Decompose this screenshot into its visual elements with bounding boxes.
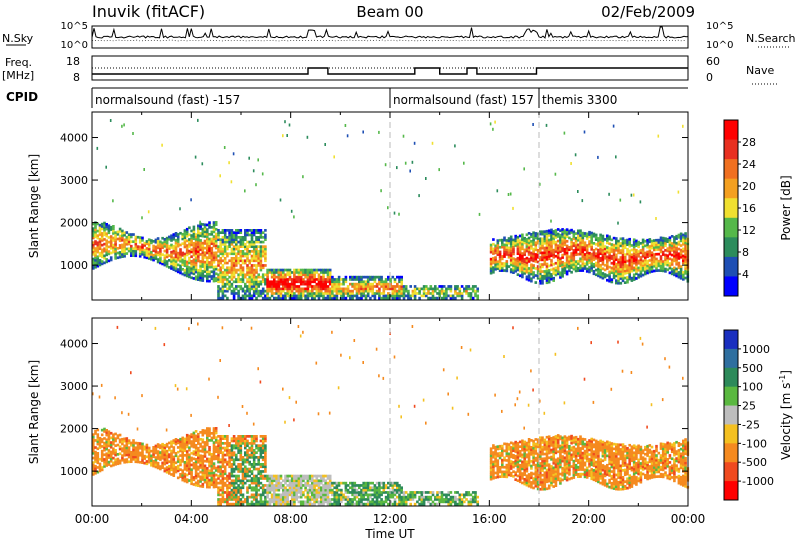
velocity-colorbar-swatch-4	[724, 405, 738, 425]
velocity-colorbar-label-main: Velocity [m s	[779, 383, 793, 460]
power-colorbar-swatch-1	[724, 139, 738, 160]
cpid-label: CPID	[6, 90, 38, 104]
noise-search-series	[92, 39, 686, 42]
power-colorbar-swatch-4	[724, 198, 738, 219]
velocity-colorbar-label-sup: -1	[778, 375, 787, 383]
velocity-cbar-label-5: -100	[742, 437, 767, 450]
xtick-label-0: 00:00	[75, 512, 110, 526]
freq-tick-bottom: 8	[73, 71, 80, 84]
power-cbar-label-0: 4	[742, 268, 749, 281]
power-colorbar-label: Power [dB]	[779, 175, 793, 240]
nsky-label: N.Sky	[2, 32, 34, 45]
noise-tick-left-top: 10^5	[61, 21, 88, 32]
power-cbar-label-4: 20	[742, 180, 756, 193]
velocity-colorbar-swatch-7	[724, 462, 738, 482]
ytick-label-power-0: 1000	[60, 259, 88, 272]
velocity-cbar-label-6: -500	[742, 456, 767, 469]
ylabel-velocity: Slant Range [km]	[27, 360, 41, 464]
velocity-colorbar-label: Velocity [m s-1]	[778, 370, 793, 460]
power-colorbar-swatch-2	[724, 159, 738, 180]
velocity-colorbar-label-end: ]	[779, 370, 793, 375]
nave-label: Nave	[746, 64, 774, 77]
noise-tick-left-bottom: 10^0	[61, 40, 88, 51]
velocity-cbar-label-0: 1000	[742, 343, 770, 356]
freq-label-bottom: [MHz]	[2, 69, 34, 82]
velocity-cbar-label-2: 100	[742, 381, 763, 394]
velocity-colorbar-swatch-2	[724, 367, 738, 388]
velocity-colorbar-swatch-1	[724, 348, 738, 369]
xtick-label-1: 04:00	[174, 512, 209, 526]
velocity-colorbar-swatch-8	[724, 481, 738, 501]
nave-tick-bottom: 0	[706, 71, 713, 84]
velocity-cbar-label-4: -25	[742, 418, 760, 431]
power-colorbar-swatch-5	[724, 217, 738, 238]
velocity-cbar-label-7: -1000	[742, 475, 774, 488]
freq-label-top: Freq.	[5, 56, 32, 69]
xtick-label-3: 12:00	[373, 512, 408, 526]
freq-series	[92, 67, 688, 75]
velocity-cbar-label-1: 500	[742, 362, 763, 375]
power-cbar-label-2: 12	[742, 224, 756, 237]
heatmap-cells-power	[92, 118, 690, 300]
ytick-label-velocity-3: 4000	[60, 338, 88, 351]
power-cbar-label-1: 8	[742, 246, 749, 259]
station-title: Inuvik (fitACF)	[92, 2, 205, 21]
ytick-label-velocity-2: 3000	[60, 380, 88, 393]
xlabel: Time UT	[364, 527, 415, 541]
cpid-segment-label-1: normalsound (fast) 157	[393, 93, 534, 107]
velocity-colorbar-swatch-5	[724, 424, 738, 444]
cpid-segment-label-2: themis 3300	[542, 93, 617, 107]
xtick-label-4: 16:00	[472, 512, 507, 526]
power-cbar-label-6: 28	[742, 136, 756, 149]
power-colorbar-swatch-8	[724, 276, 738, 297]
xtick-label-2: 08:00	[273, 512, 308, 526]
cpid-segment-label-0: normalsound (fast) -157	[95, 93, 240, 107]
xtick-label-6: 00:00	[671, 512, 706, 526]
velocity-cbar-label-3: 25	[742, 400, 756, 413]
ytick-label-power-3: 4000	[60, 132, 88, 145]
power-colorbar-swatch-6	[724, 237, 738, 258]
velocity-colorbar-swatch-6	[724, 443, 738, 463]
power-cbar-label-3: 16	[742, 202, 756, 215]
nave-tick-top: 60	[706, 55, 720, 68]
ytick-label-velocity-0: 1000	[60, 465, 88, 478]
power-cbar-label-5: 24	[742, 158, 756, 171]
ytick-label-power-2: 3000	[60, 174, 88, 187]
velocity-colorbar-frame	[723, 329, 739, 501]
power-colorbar-swatch-3	[724, 178, 738, 199]
ytick-label-power-1: 2000	[60, 217, 88, 230]
ylabel-power: Slant Range [km]	[27, 154, 41, 258]
ytick-label-velocity-1: 2000	[60, 423, 88, 436]
noise-tick-right-bottom: 10^0	[706, 40, 733, 51]
noise-tick-right-top: 10^5	[706, 21, 733, 32]
beam-label: Beam 00	[356, 3, 423, 21]
freq-tick-top: 18	[66, 55, 80, 68]
heatmap-cells-velocity	[92, 322, 690, 506]
power-colorbar-swatch-0	[724, 120, 738, 141]
power-colorbar-swatch-7	[724, 256, 738, 277]
noise-sky-series	[91, 26, 689, 39]
nsearch-label: N.Search	[746, 32, 796, 45]
date-label: 02/Feb/2009	[601, 3, 695, 21]
velocity-colorbar-swatch-0	[724, 330, 738, 350]
xtick-label-5: 20:00	[571, 512, 606, 526]
velocity-colorbar-swatch-3	[724, 386, 738, 407]
